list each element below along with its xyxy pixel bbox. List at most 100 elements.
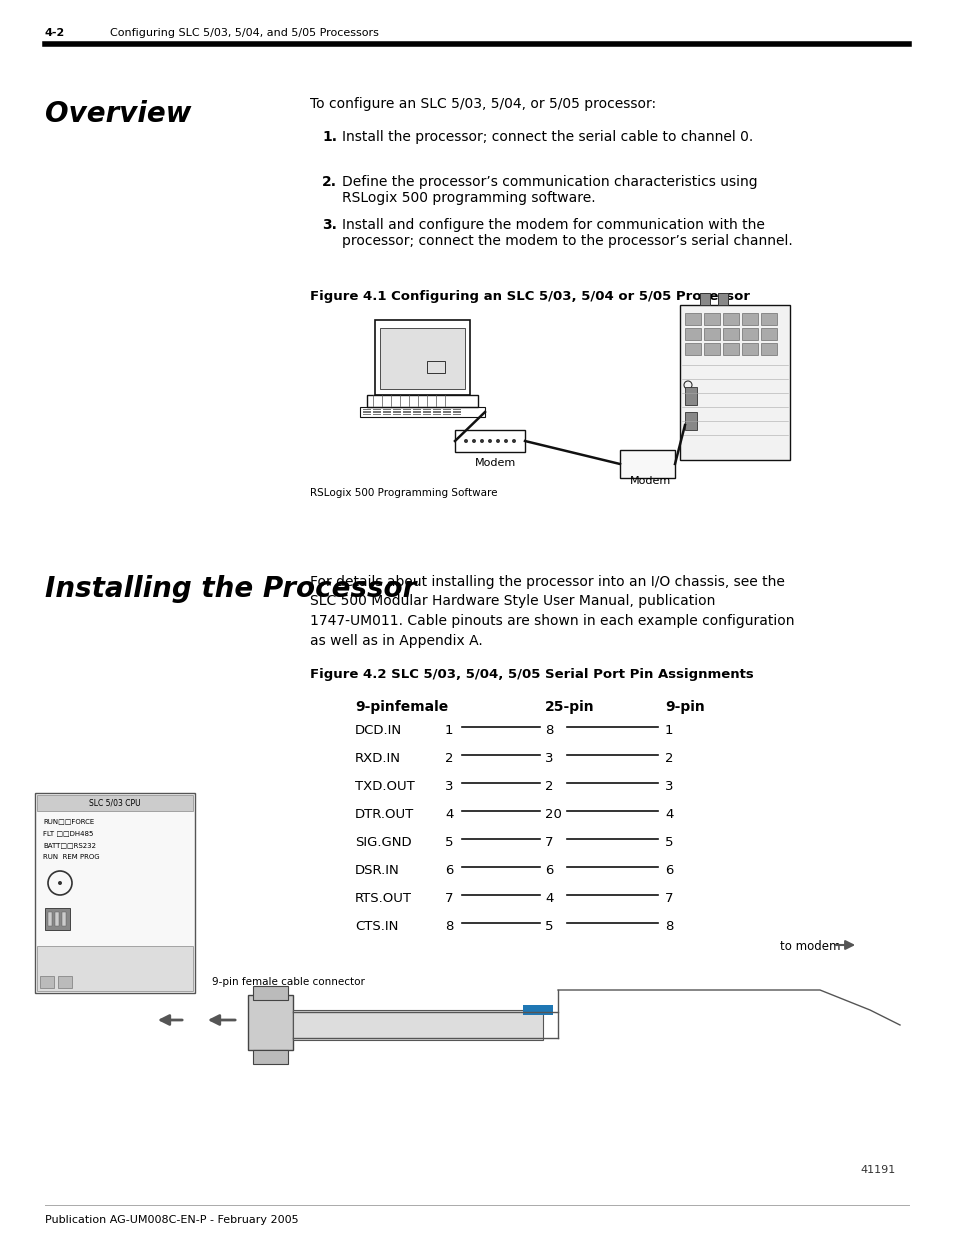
Bar	[703, 343, 720, 354]
Text: Modem: Modem	[475, 458, 516, 468]
Text: 7: 7	[544, 836, 553, 848]
Text: 4: 4	[444, 808, 453, 821]
Bar	[700, 293, 709, 305]
Bar	[373, 409, 380, 410]
Bar	[382, 414, 391, 415]
Bar	[382, 411, 391, 412]
Text: 2: 2	[664, 752, 673, 764]
Circle shape	[496, 438, 499, 443]
Text: 6: 6	[664, 864, 673, 877]
Text: Figure 4.1 Configuring an SLC 5/03, 5/04 or 5/05 Processor: Figure 4.1 Configuring an SLC 5/03, 5/04…	[310, 290, 749, 303]
Bar	[453, 411, 460, 412]
Text: 5: 5	[544, 920, 553, 932]
Bar	[453, 409, 460, 410]
Bar	[427, 361, 445, 373]
Bar	[359, 408, 484, 417]
Text: To configure an SLC 5/03, 5/04, or 5/05 processor:: To configure an SLC 5/03, 5/04, or 5/05 …	[310, 98, 656, 111]
Bar	[422, 409, 431, 410]
Circle shape	[52, 955, 55, 957]
Text: 5: 5	[664, 836, 673, 848]
Bar	[741, 312, 758, 325]
Text: Modem: Modem	[629, 475, 671, 487]
Text: RUN□□FORCE: RUN□□FORCE	[43, 818, 94, 824]
Bar	[413, 411, 420, 412]
Text: RSLogix 500 Programming Software: RSLogix 500 Programming Software	[310, 488, 497, 498]
Text: 8: 8	[544, 724, 553, 737]
Bar	[363, 411, 371, 412]
Bar	[253, 1050, 288, 1065]
Text: Configuring SLC 5/03, 5/04, and 5/05 Processors: Configuring SLC 5/03, 5/04, and 5/05 Pro…	[110, 28, 378, 38]
Text: 3.: 3.	[322, 219, 336, 232]
Bar	[442, 411, 451, 412]
Text: 4-2: 4-2	[45, 28, 65, 38]
Bar	[684, 312, 700, 325]
Circle shape	[48, 955, 51, 957]
Text: 25-pin: 25-pin	[544, 700, 594, 714]
Text: Installing the Processor: Installing the Processor	[45, 576, 416, 603]
Text: Install and configure the modem for communication with the
processor; connect th: Install and configure the modem for comm…	[341, 219, 792, 248]
Circle shape	[68, 955, 71, 957]
Text: 3: 3	[444, 781, 453, 793]
Bar	[413, 414, 420, 415]
Bar	[58, 976, 71, 988]
Text: 3: 3	[664, 781, 673, 793]
Text: 7: 7	[664, 892, 673, 905]
Bar	[422, 414, 431, 415]
Bar	[37, 795, 193, 811]
Bar	[619, 450, 675, 478]
Text: Figure 4.2 SLC 5/03, 5/04, 5/05 Serial Port Pin Assignments: Figure 4.2 SLC 5/03, 5/04, 5/05 Serial P…	[310, 668, 753, 680]
Text: 2.: 2.	[322, 175, 336, 189]
Bar	[718, 293, 727, 305]
Bar	[373, 414, 380, 415]
Text: 6: 6	[444, 864, 453, 877]
Bar	[741, 343, 758, 354]
Bar	[684, 412, 697, 430]
Text: 7: 7	[444, 892, 453, 905]
Bar	[684, 387, 697, 405]
Text: RUN  REM PROG: RUN REM PROG	[43, 853, 99, 860]
Text: 8: 8	[664, 920, 673, 932]
Bar	[453, 414, 460, 415]
Bar	[433, 409, 440, 410]
Bar	[455, 430, 524, 452]
Bar	[684, 343, 700, 354]
Text: 9-pin female cable connector: 9-pin female cable connector	[212, 977, 364, 987]
Text: CTS.IN: CTS.IN	[355, 920, 398, 932]
Bar	[382, 409, 391, 410]
Circle shape	[512, 438, 516, 443]
Bar	[442, 414, 451, 415]
Bar	[393, 411, 400, 412]
Text: 41191: 41191	[859, 1165, 894, 1174]
Text: 9-pin: 9-pin	[664, 700, 704, 714]
Text: 1: 1	[664, 724, 673, 737]
Circle shape	[52, 965, 55, 967]
Text: RTS.OUT: RTS.OUT	[355, 892, 412, 905]
Text: Define the processor’s communication characteristics using
RSLogix 500 programmi: Define the processor’s communication cha…	[341, 175, 757, 205]
Text: BATT□□RS232: BATT□□RS232	[43, 842, 96, 848]
Circle shape	[48, 965, 51, 967]
Bar	[760, 312, 776, 325]
Text: DSR.IN: DSR.IN	[355, 864, 399, 877]
Circle shape	[503, 438, 507, 443]
Text: 8: 8	[444, 920, 453, 932]
Bar	[522, 1005, 553, 1015]
Bar	[367, 395, 477, 408]
Text: 4: 4	[544, 892, 553, 905]
Bar	[760, 343, 776, 354]
Bar	[35, 793, 194, 993]
Bar	[40, 976, 54, 988]
Bar	[722, 343, 739, 354]
Text: 6: 6	[544, 864, 553, 877]
Circle shape	[57, 955, 60, 957]
Bar	[413, 409, 420, 410]
Bar	[363, 409, 371, 410]
Bar	[393, 409, 400, 410]
Bar	[373, 411, 380, 412]
Circle shape	[479, 438, 483, 443]
Text: Install the processor; connect the serial cable to channel 0.: Install the processor; connect the seria…	[341, 130, 753, 144]
Text: 2: 2	[444, 752, 453, 764]
Bar	[45, 908, 70, 930]
Text: 4: 4	[664, 808, 673, 821]
Circle shape	[488, 438, 492, 443]
Bar	[722, 312, 739, 325]
